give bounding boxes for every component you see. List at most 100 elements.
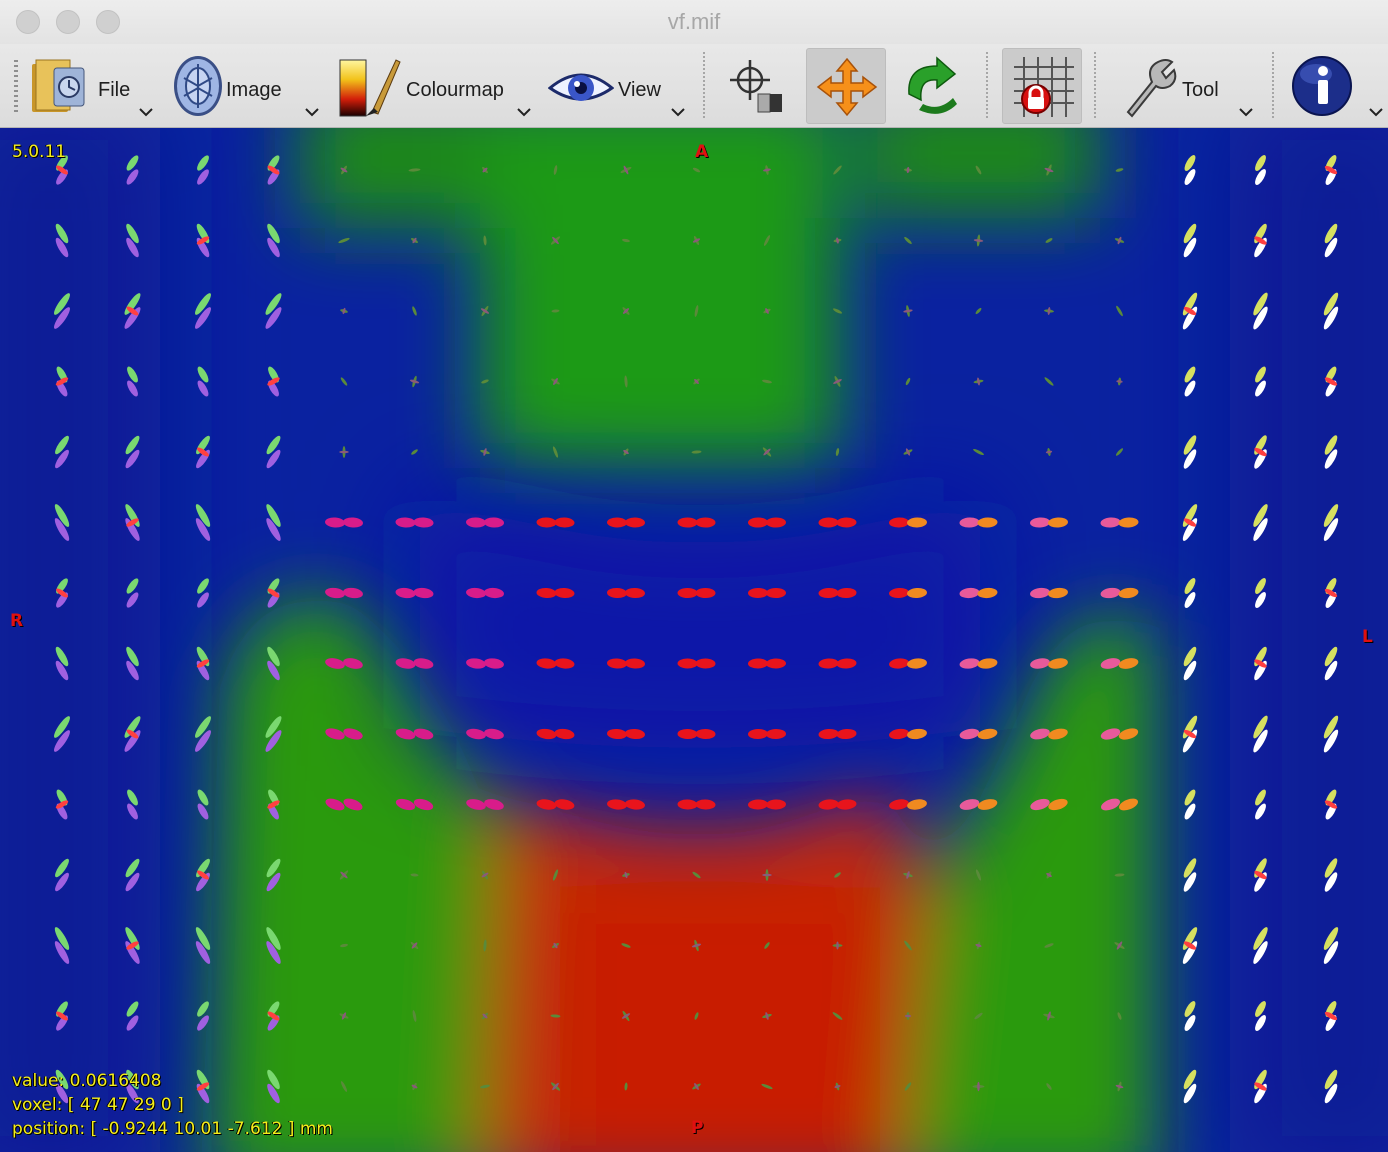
zoom-window-button[interactable] bbox=[96, 10, 120, 34]
fod-lobe bbox=[1255, 380, 1266, 397]
fod-lobe bbox=[1048, 658, 1068, 669]
fod-lobe bbox=[975, 943, 982, 948]
fod-lobe bbox=[692, 871, 701, 879]
fod-lobe bbox=[554, 587, 575, 599]
fod-lobe bbox=[126, 223, 139, 244]
fod-lobe bbox=[1253, 292, 1268, 316]
fod-lobe bbox=[125, 872, 140, 892]
fod-lobe bbox=[536, 799, 557, 810]
fod-lobe bbox=[977, 1081, 980, 1092]
eye-icon bbox=[548, 73, 614, 101]
fod-lobe bbox=[554, 658, 575, 669]
fod-lobe bbox=[1324, 165, 1338, 175]
fod-lobe bbox=[691, 450, 702, 454]
fod-lobe bbox=[554, 728, 575, 740]
fod-lobe bbox=[54, 518, 70, 541]
fod-lobe bbox=[482, 1013, 488, 1019]
fod-lobe bbox=[197, 592, 209, 608]
fod-image-canvas[interactable] bbox=[0, 128, 1388, 1152]
fod-lobe bbox=[889, 517, 909, 528]
image-viewport[interactable]: 5.0.11 value: 0.0616408 voxel: [ 47 47 2… bbox=[0, 128, 1388, 1152]
fod-lobe bbox=[197, 380, 209, 397]
info-menu-button[interactable] bbox=[1290, 48, 1386, 124]
fod-lobe bbox=[55, 872, 69, 892]
fod-lobe bbox=[197, 578, 209, 594]
value-readout: value: 0.0616408 bbox=[12, 1071, 162, 1091]
fod-lobe bbox=[1184, 366, 1196, 383]
fod-lobe bbox=[55, 1083, 69, 1104]
file-menu-button[interactable]: File bbox=[28, 48, 160, 124]
crosshair-mode-button[interactable] bbox=[716, 48, 794, 124]
position-readout: position: [ -0.9244 10.01 -7.612 ] mm bbox=[12, 1119, 333, 1139]
fod-lobe bbox=[195, 730, 211, 752]
toolbar-separator bbox=[1272, 52, 1274, 120]
fod-lobe bbox=[1255, 366, 1266, 383]
fod-lobe bbox=[907, 728, 927, 740]
fod-lobe bbox=[1255, 155, 1266, 171]
rotate-icon bbox=[908, 56, 957, 114]
snap-to-grid-lock-button[interactable] bbox=[1002, 48, 1082, 124]
brain-scan-icon bbox=[174, 56, 222, 116]
fod-lobe bbox=[1184, 803, 1196, 820]
colourmap-menu-button[interactable]: Colourmap bbox=[336, 48, 538, 124]
rotate-mode-button[interactable] bbox=[892, 48, 972, 124]
fod-lobe bbox=[197, 447, 209, 457]
fod-lobe bbox=[1255, 169, 1266, 185]
fod-lobe bbox=[343, 798, 363, 811]
fod-lobe bbox=[484, 728, 504, 740]
fod-lobe bbox=[126, 237, 139, 258]
fod-lobe bbox=[694, 1012, 699, 1020]
fod-lobe bbox=[1184, 380, 1196, 397]
fod-lobe bbox=[1044, 943, 1054, 948]
fod-lobe bbox=[55, 660, 69, 681]
view-menu-label: View bbox=[618, 79, 661, 101]
move-mode-button[interactable] bbox=[806, 48, 886, 124]
fod-lobe bbox=[126, 592, 139, 608]
toolbar-grip[interactable] bbox=[14, 60, 18, 112]
crosshair-icon bbox=[730, 60, 782, 113]
fod-lobe bbox=[126, 660, 139, 681]
fod-lobe bbox=[56, 165, 68, 175]
fod-lobe bbox=[552, 869, 559, 881]
fod-lobe bbox=[536, 728, 557, 740]
fod-lobe bbox=[1253, 927, 1268, 950]
fod-lobe bbox=[1117, 236, 1122, 245]
fod-lobe bbox=[1184, 578, 1196, 594]
fod-lobe bbox=[55, 858, 69, 878]
fod-lobe bbox=[1030, 658, 1050, 669]
close-window-button[interactable] bbox=[16, 10, 40, 34]
fod-lobe bbox=[266, 435, 281, 455]
fod-lobe bbox=[413, 587, 434, 599]
file-menu-label: File bbox=[98, 79, 131, 101]
fod-lobe bbox=[55, 1069, 69, 1090]
minimize-window-button[interactable] bbox=[56, 10, 80, 34]
image-menu-button[interactable]: Image bbox=[170, 48, 328, 124]
fod-lobe bbox=[836, 517, 857, 528]
fod-lobe bbox=[412, 237, 417, 244]
fod-lobe bbox=[832, 1012, 843, 1020]
fod-lobe bbox=[1048, 728, 1068, 740]
fod-lobe bbox=[1047, 1011, 1051, 1021]
fod-lobe bbox=[1184, 155, 1196, 171]
fod-lobe bbox=[1254, 1082, 1267, 1091]
fod-lobe bbox=[466, 587, 486, 599]
fod-lobe bbox=[197, 155, 209, 171]
fod-lobe bbox=[695, 728, 716, 740]
view-menu-button[interactable]: View bbox=[548, 48, 690, 124]
fod-lobe bbox=[395, 728, 416, 740]
fod-lobe bbox=[56, 1011, 68, 1021]
fod-lobe bbox=[977, 517, 998, 528]
fod-lobe bbox=[267, 1011, 280, 1021]
fod-lobe bbox=[413, 517, 434, 528]
fod-lobe bbox=[1045, 450, 1053, 454]
tool-menu-button[interactable]: Tool bbox=[1118, 48, 1260, 124]
fod-lobe bbox=[127, 789, 138, 806]
wrench-icon bbox=[1126, 59, 1177, 118]
fod-lobe bbox=[411, 1084, 418, 1089]
fod-lobe bbox=[1255, 1015, 1266, 1031]
fod-lobe bbox=[126, 306, 139, 316]
fod-lobe bbox=[1324, 449, 1338, 469]
fod-lobe bbox=[766, 517, 786, 528]
fod-lobe bbox=[1100, 728, 1121, 740]
fod-lobe bbox=[1183, 858, 1197, 878]
